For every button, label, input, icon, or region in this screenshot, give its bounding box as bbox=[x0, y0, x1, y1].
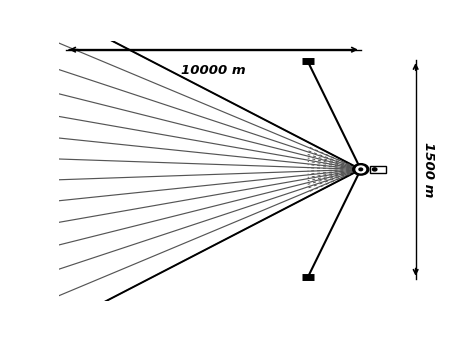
Circle shape bbox=[372, 168, 377, 171]
Circle shape bbox=[353, 164, 369, 175]
Circle shape bbox=[359, 168, 362, 171]
Text: 10000 m: 10000 m bbox=[181, 64, 246, 77]
Text: 1500 m: 1500 m bbox=[422, 142, 435, 197]
Circle shape bbox=[356, 166, 365, 173]
FancyBboxPatch shape bbox=[371, 166, 386, 173]
